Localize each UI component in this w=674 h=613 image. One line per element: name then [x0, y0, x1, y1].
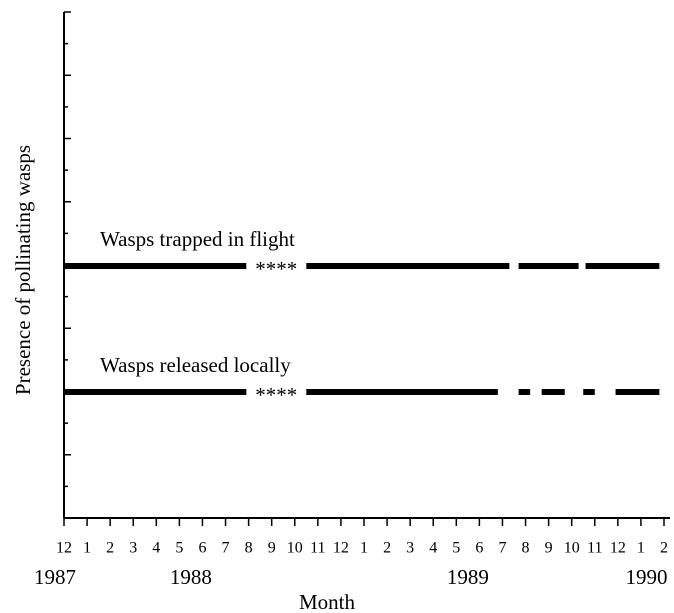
x-tick-label: 12: [610, 540, 626, 557]
x-tick-label: 5: [175, 540, 183, 557]
y-axis-label: Presence of pollinating wasps: [11, 145, 35, 395]
x-tick-label: 12: [56, 540, 72, 557]
year-label: 1987: [34, 565, 76, 589]
x-tick-label: 3: [406, 540, 414, 557]
x-axis-label: Month: [299, 590, 356, 613]
gap-label: ****: [255, 257, 297, 281]
year-label: 1990: [625, 565, 667, 589]
x-tick-label: 11: [587, 540, 602, 557]
x-tick-label: 9: [545, 540, 553, 557]
x-tick-label: 1: [637, 540, 645, 557]
x-tick-label: 12: [333, 540, 349, 557]
x-tick-label: 10: [564, 540, 580, 557]
gap-label: ****: [255, 383, 297, 407]
x-tick-label: 11: [310, 540, 325, 557]
year-label: 1989: [447, 565, 489, 589]
x-tick-label: 4: [152, 540, 160, 557]
series-label: Wasps released locally: [100, 353, 291, 377]
x-tick-label: 2: [660, 540, 668, 557]
x-tick-label: 2: [383, 540, 391, 557]
x-tick-label: 5: [452, 540, 460, 557]
x-tick-label: 6: [475, 540, 483, 557]
x-tick-label: 8: [522, 540, 530, 557]
x-tick-label: 2: [106, 540, 114, 557]
year-label: 1988: [170, 565, 212, 589]
x-tick-label: 1: [83, 540, 91, 557]
x-tick-label: 1: [360, 540, 368, 557]
x-tick-label: 7: [498, 540, 506, 557]
x-tick-label: 3: [129, 540, 137, 557]
x-tick-label: 4: [429, 540, 437, 557]
x-tick-label: 6: [198, 540, 206, 557]
x-tick-label: 8: [245, 540, 253, 557]
x-tick-label: 7: [222, 540, 230, 557]
series-label: Wasps trapped in flight: [100, 227, 295, 251]
x-tick-label: 10: [287, 540, 303, 557]
x-tick-label: 9: [268, 540, 276, 557]
